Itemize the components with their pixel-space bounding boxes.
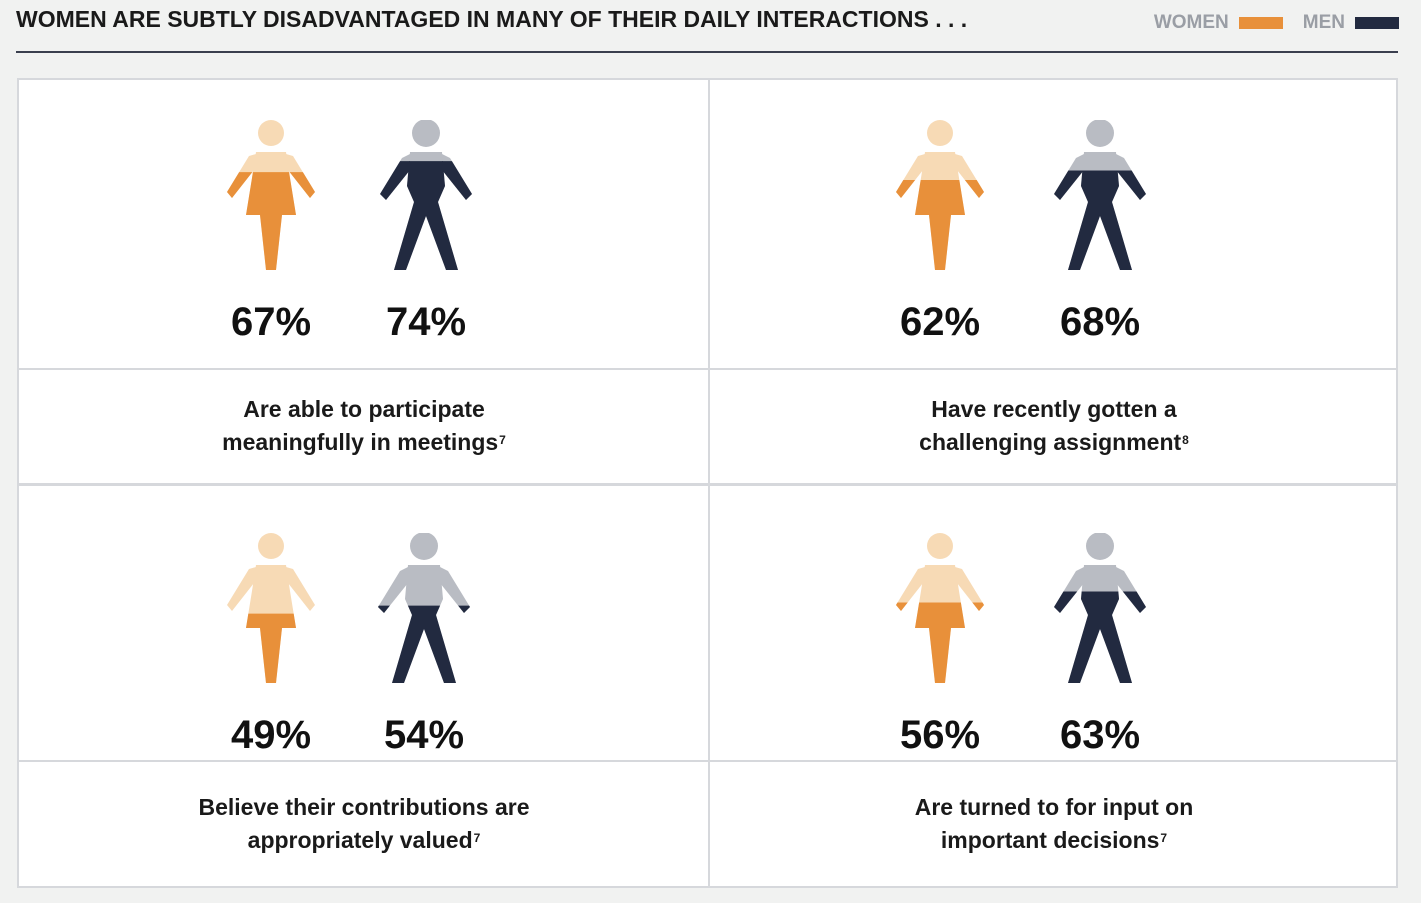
legend: WOMEN MEN (1154, 12, 1399, 34)
women-percent-1: 67% (230, 300, 312, 344)
footnote-marker: 8 (1182, 433, 1189, 447)
caption-line: Believe their contributions are (198, 794, 530, 820)
legend-men-swatch (1355, 17, 1399, 29)
man-figure-fill (380, 161, 472, 270)
legend-women-swatch (1238, 17, 1283, 29)
woman-figure-fill (246, 613, 296, 683)
stat-caption-3: Believe their contributions are appropria… (19, 791, 709, 857)
stat-caption-1: Are able to participate meaningfully in m… (19, 393, 709, 459)
woman-figure-3 (227, 533, 315, 683)
row-divider (19, 483, 1396, 486)
stat-caption-4: Are turned to for input on important deci… (709, 791, 1399, 857)
women-percent-2: 62% (899, 300, 981, 344)
man-figure-3 (378, 533, 470, 683)
row2-caption-divider (19, 760, 1396, 762)
woman-figure-fill (227, 172, 315, 270)
woman-figure-fill (896, 602, 984, 683)
women-percent-3: 49% (230, 713, 312, 757)
woman-figure-fill (896, 180, 984, 270)
men-percent-3: 54% (383, 713, 465, 757)
caption-line: challenging assignment8 (919, 429, 1189, 455)
men-percent-4: 63% (1059, 713, 1141, 757)
man-figure-fill (1054, 591, 1146, 683)
woman-figure-1 (227, 120, 315, 270)
title-rule (16, 51, 1398, 53)
stat-grid: 67% 74% Are able to participate meaningfull… (17, 78, 1398, 888)
women-percent-4: 56% (899, 713, 981, 757)
legend-men-label: MEN (1302, 12, 1345, 33)
stat-caption-2: Have recently gotten a challenging assign… (709, 393, 1399, 459)
row1-caption-divider (19, 368, 1396, 370)
woman-figure-2 (896, 120, 984, 270)
caption-line: Have recently gotten a (931, 396, 1177, 422)
men-percent-1: 74% (385, 300, 467, 344)
man-figure-2 (1054, 120, 1146, 270)
caption-line: Are able to participate (243, 396, 485, 422)
men-percent-2: 68% (1059, 300, 1141, 344)
footnote-marker: 7 (499, 433, 506, 447)
man-figure-fill (378, 605, 470, 683)
man-figure-fill (1054, 170, 1146, 270)
caption-line: Are turned to for input on (914, 794, 1194, 820)
man-figure-1 (380, 120, 472, 270)
footnote-marker: 7 (473, 831, 481, 845)
man-figure-4 (1054, 533, 1146, 683)
footnote-marker: 7 (1160, 831, 1168, 845)
chart-title: WOMEN ARE SUBTLY DISADVANTAGED IN MANY O… (16, 6, 968, 32)
caption-line: appropriately valued7 (247, 827, 481, 853)
caption-line: meaningfully in meetings7 (222, 429, 506, 455)
woman-figure-4 (896, 533, 984, 683)
caption-line: important decisions7 (940, 827, 1168, 853)
legend-women-label: WOMEN (1153, 12, 1229, 33)
